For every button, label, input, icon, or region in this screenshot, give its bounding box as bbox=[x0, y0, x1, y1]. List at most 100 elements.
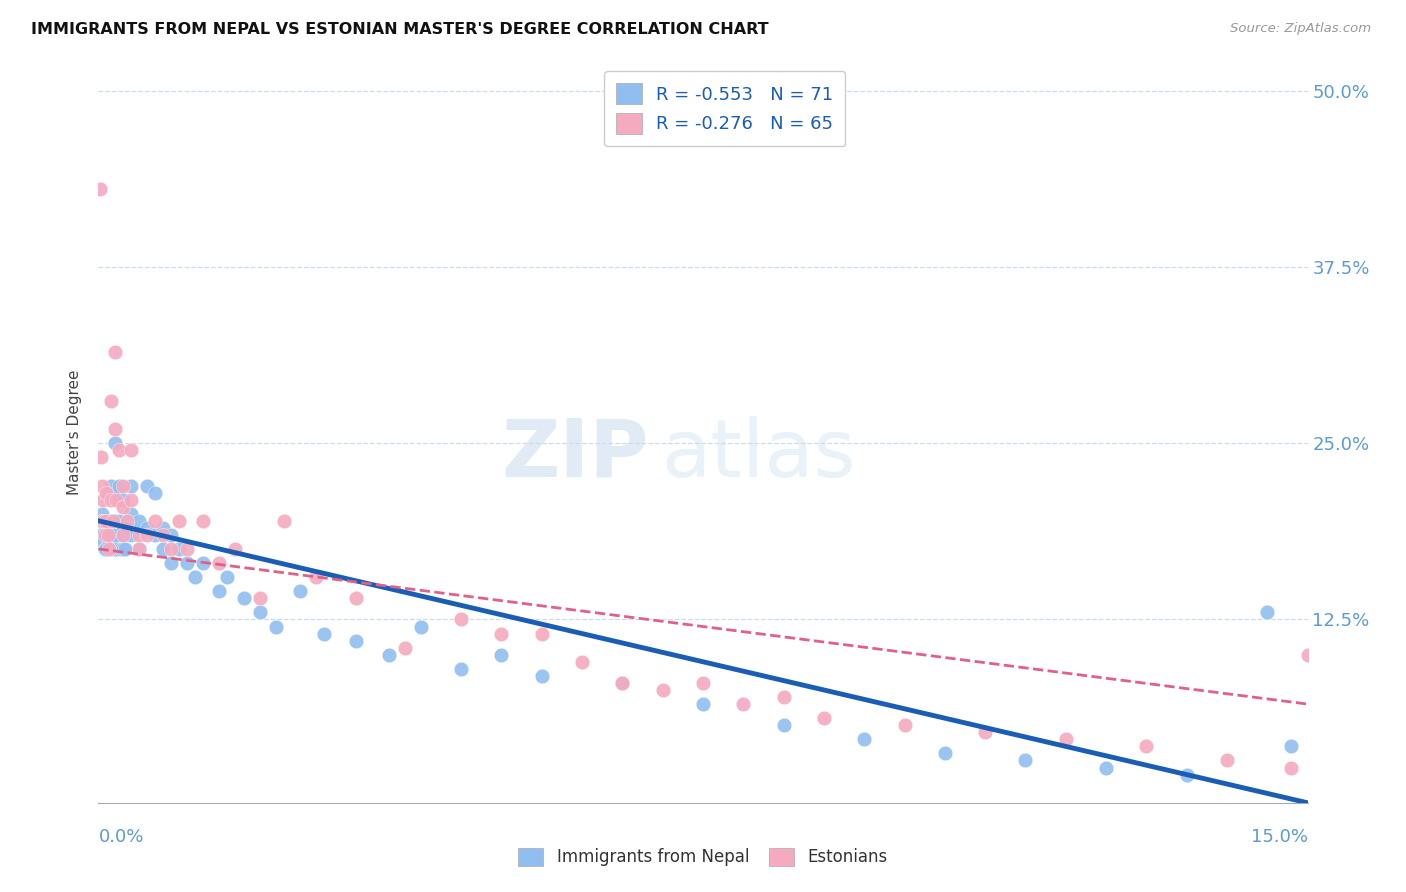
Point bbox=[96, 514, 118, 528]
Point bbox=[89, 514, 111, 528]
Point bbox=[90, 514, 112, 528]
Point bbox=[491, 648, 513, 662]
Point bbox=[100, 492, 122, 507]
Point bbox=[193, 556, 215, 570]
Point bbox=[167, 541, 190, 556]
Point bbox=[96, 528, 118, 542]
Point bbox=[288, 584, 311, 599]
Point bbox=[1344, 669, 1367, 683]
Point bbox=[107, 443, 129, 458]
Point bbox=[167, 514, 190, 528]
Y-axis label: Master's Degree: Master's Degree bbox=[67, 370, 83, 495]
Legend: R = -0.553   N = 71, R = -0.276   N = 65: R = -0.553 N = 71, R = -0.276 N = 65 bbox=[605, 71, 845, 146]
Point bbox=[111, 478, 134, 492]
Point bbox=[128, 514, 150, 528]
Point bbox=[208, 556, 231, 570]
Point bbox=[97, 521, 120, 535]
Point bbox=[224, 541, 246, 556]
Point bbox=[692, 697, 714, 711]
Point bbox=[160, 528, 183, 542]
Point bbox=[143, 528, 166, 542]
Point bbox=[1361, 697, 1384, 711]
Point bbox=[101, 514, 124, 528]
Point bbox=[160, 556, 183, 570]
Point bbox=[100, 393, 122, 408]
Point bbox=[491, 626, 513, 640]
Point bbox=[1393, 718, 1406, 732]
Point bbox=[111, 500, 134, 514]
Point bbox=[208, 584, 231, 599]
Point bbox=[114, 541, 136, 556]
Text: atlas: atlas bbox=[661, 416, 855, 494]
Point bbox=[249, 606, 271, 620]
Text: ZIP: ZIP bbox=[502, 416, 648, 494]
Point bbox=[111, 521, 134, 535]
Point bbox=[1175, 767, 1198, 781]
Point bbox=[90, 450, 112, 465]
Point bbox=[651, 683, 673, 698]
Point bbox=[112, 528, 135, 542]
Point bbox=[344, 633, 367, 648]
Point bbox=[94, 521, 117, 535]
Point bbox=[152, 528, 174, 542]
Point bbox=[394, 640, 416, 655]
Point bbox=[530, 669, 553, 683]
Point bbox=[1216, 754, 1239, 768]
Point bbox=[101, 528, 124, 542]
Legend: Immigrants from Nepal, Estonians: Immigrants from Nepal, Estonians bbox=[512, 841, 894, 873]
Point bbox=[105, 492, 128, 507]
Point bbox=[143, 485, 166, 500]
Point bbox=[91, 514, 114, 528]
Point bbox=[93, 514, 115, 528]
Point bbox=[120, 507, 142, 521]
Point bbox=[152, 521, 174, 535]
Point bbox=[115, 521, 138, 535]
Point bbox=[152, 541, 174, 556]
Point bbox=[89, 182, 111, 196]
Point bbox=[135, 478, 157, 492]
Point bbox=[94, 541, 117, 556]
Point bbox=[111, 528, 134, 542]
Point bbox=[772, 690, 794, 704]
Point bbox=[91, 528, 114, 542]
Point bbox=[409, 619, 432, 633]
Point bbox=[1256, 606, 1278, 620]
Point bbox=[90, 507, 112, 521]
Point bbox=[1014, 754, 1036, 768]
Point bbox=[90, 528, 112, 542]
Point bbox=[111, 541, 134, 556]
Point bbox=[103, 436, 125, 450]
Point bbox=[110, 541, 132, 556]
Point bbox=[128, 541, 150, 556]
Point bbox=[893, 718, 915, 732]
Point bbox=[450, 612, 472, 626]
Point bbox=[530, 626, 553, 640]
Point bbox=[1376, 711, 1399, 725]
Point bbox=[108, 514, 131, 528]
Point bbox=[107, 478, 129, 492]
Point bbox=[176, 556, 198, 570]
Point bbox=[96, 514, 118, 528]
Text: IMMIGRANTS FROM NEPAL VS ESTONIAN MASTER'S DEGREE CORRELATION CHART: IMMIGRANTS FROM NEPAL VS ESTONIAN MASTER… bbox=[31, 22, 769, 37]
Point bbox=[103, 485, 125, 500]
Point bbox=[377, 648, 399, 662]
Point bbox=[103, 344, 125, 359]
Point bbox=[1296, 648, 1319, 662]
Point bbox=[249, 591, 271, 606]
Point bbox=[120, 478, 142, 492]
Point bbox=[853, 732, 876, 747]
Point bbox=[96, 485, 118, 500]
Point bbox=[91, 478, 114, 492]
Point bbox=[103, 514, 125, 528]
Point bbox=[115, 514, 138, 528]
Point bbox=[135, 521, 157, 535]
Point bbox=[1054, 732, 1077, 747]
Point bbox=[135, 528, 157, 542]
Point bbox=[105, 541, 128, 556]
Text: 15.0%: 15.0% bbox=[1250, 828, 1308, 847]
Point bbox=[733, 697, 755, 711]
Point bbox=[160, 541, 183, 556]
Text: 0.0%: 0.0% bbox=[98, 828, 143, 847]
Point bbox=[103, 422, 125, 436]
Point bbox=[813, 711, 835, 725]
